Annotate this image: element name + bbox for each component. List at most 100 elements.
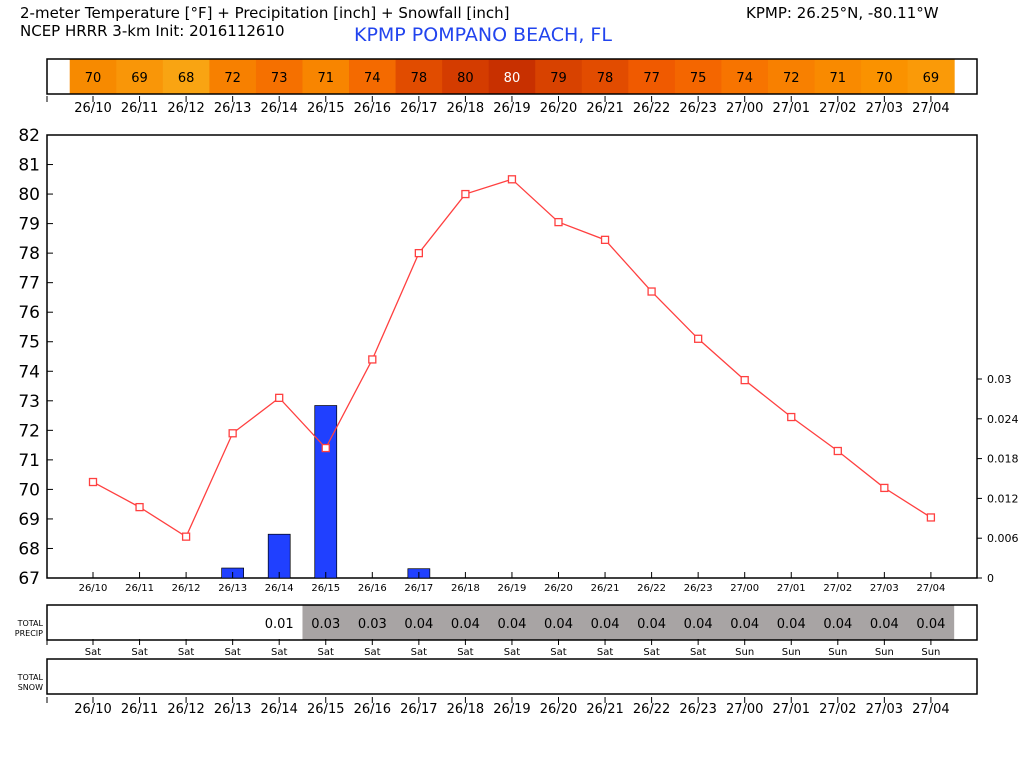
day-label: Sat (85, 647, 101, 658)
temp-cell-label: 79 (550, 71, 567, 86)
x-tick-label: 26/19 (493, 702, 530, 717)
x-tick-label: 27/04 (912, 702, 949, 717)
temperature-point (600, 235, 610, 244)
day-label: Sat (271, 647, 287, 658)
precip-total: 0.04 (404, 617, 433, 632)
temperature-point (414, 248, 424, 258)
y-tick-label: 78 (18, 244, 40, 264)
temperature-point (694, 334, 703, 343)
x-tick-label: 26/18 (447, 702, 484, 717)
temp-cell (209, 59, 257, 94)
x-tick-label: 26/17 (404, 583, 433, 594)
x-tick-label: 26/21 (586, 702, 623, 717)
temperature-point (368, 355, 377, 364)
precip-total: 0.04 (730, 617, 759, 632)
y-tick-label: 75 (18, 333, 40, 353)
x-tick-label: 27/04 (912, 101, 949, 116)
x-tick-label: 26/23 (684, 583, 713, 594)
temp-cell-label: 69 (923, 71, 940, 86)
day-label: Sat (504, 647, 520, 658)
precip-total: 0.03 (358, 617, 387, 632)
y-tick-label: 82 (18, 126, 40, 146)
snow-frame (46, 658, 978, 695)
day-label: Sat (178, 647, 194, 658)
x-tick-label: 27/00 (726, 702, 763, 717)
temp-cell (721, 59, 769, 94)
y-tick-label: 72 (18, 421, 40, 441)
temp-cell-label: 73 (271, 71, 288, 86)
station-name: KPMP POMPANO BEACH, FL (354, 24, 612, 46)
x-tick-label: 26/20 (540, 101, 577, 116)
plot-frame (46, 134, 978, 579)
precip-bar (314, 405, 338, 579)
day-label: Sun (828, 647, 847, 658)
precip-total: 0.04 (497, 617, 526, 632)
precip-total: 0.04 (684, 617, 713, 632)
x-tick-label: 26/22 (633, 101, 670, 116)
x-tick-label: 26/11 (121, 101, 158, 116)
x-tick-label: 26/18 (451, 583, 480, 594)
y2-tick-label: 0.006 (987, 532, 1019, 545)
day-label: Sun (921, 647, 940, 658)
snow-label: TOTAL (17, 673, 44, 682)
y-tick-label: 74 (18, 362, 40, 382)
temp-cell (395, 59, 443, 94)
x-tick-label: 26/19 (493, 101, 530, 116)
x-tick-label: 26/20 (540, 702, 577, 717)
x-tick-label: 27/01 (777, 583, 806, 594)
precip-total: 0.04 (544, 617, 573, 632)
day-label: Sat (224, 647, 240, 658)
x-tick-label: 26/13 (214, 702, 251, 717)
temperature-point (228, 429, 237, 438)
x-tick-label: 27/03 (866, 101, 903, 116)
day-label: Sat (597, 647, 613, 658)
y-tick-label: 70 (18, 480, 40, 500)
y-tick-label: 71 (18, 451, 40, 471)
temperature-point (135, 502, 144, 512)
y2-tick-label: 0.03 (987, 373, 1012, 386)
temperature-point (787, 412, 796, 422)
x-tick-label: 26/10 (74, 101, 111, 116)
y2-tick-label: 0.024 (987, 413, 1019, 426)
temp-cell-label: 74 (364, 71, 381, 86)
temp-cell (814, 59, 862, 94)
x-tick-label: 26/14 (260, 702, 297, 717)
temp-cell (255, 59, 303, 94)
temp-cell (535, 59, 583, 94)
x-tick-label: 27/00 (730, 583, 759, 594)
y-tick-label: 76 (18, 303, 40, 323)
temp-cell-label: 74 (736, 71, 753, 86)
temperature-point (88, 477, 98, 487)
temperature-point (926, 513, 936, 522)
y-tick-label: 79 (18, 215, 40, 235)
x-tick-label: 26/12 (167, 101, 204, 116)
x-tick-label: 26/17 (400, 702, 437, 717)
temp-cell-label: 78 (411, 71, 428, 86)
temp-cell-label: 77 (643, 71, 660, 86)
precip-label: PRECIP (15, 629, 43, 638)
model-init: NCEP HRRR 3-km Init: 2016112610 (20, 22, 285, 40)
precip-total: 0.01 (265, 617, 294, 632)
x-tick-label: 27/01 (773, 702, 810, 717)
x-tick-label: 26/15 (307, 101, 344, 116)
temp-cell (628, 59, 676, 94)
x-tick-label: 26/10 (79, 583, 108, 594)
temp-cell-label: 69 (131, 71, 148, 86)
temp-strip-frame (46, 58, 978, 95)
x-tick-label: 27/04 (916, 583, 945, 594)
day-label: Sun (735, 647, 754, 658)
x-tick-label: 27/01 (773, 101, 810, 116)
temp-cell-label: 72 (224, 71, 241, 86)
temperature-point (740, 375, 749, 385)
x-tick-label: 26/16 (354, 702, 391, 717)
temp-cell (302, 59, 350, 94)
y2-tick-label: 0.018 (987, 453, 1019, 466)
precip-total: 0.04 (823, 617, 852, 632)
temp-cell (907, 59, 955, 94)
x-tick-label: 26/21 (591, 583, 620, 594)
precip-total: 0.04 (451, 617, 480, 632)
x-tick-label: 26/23 (679, 101, 716, 116)
x-tick-label: 26/12 (172, 583, 201, 594)
